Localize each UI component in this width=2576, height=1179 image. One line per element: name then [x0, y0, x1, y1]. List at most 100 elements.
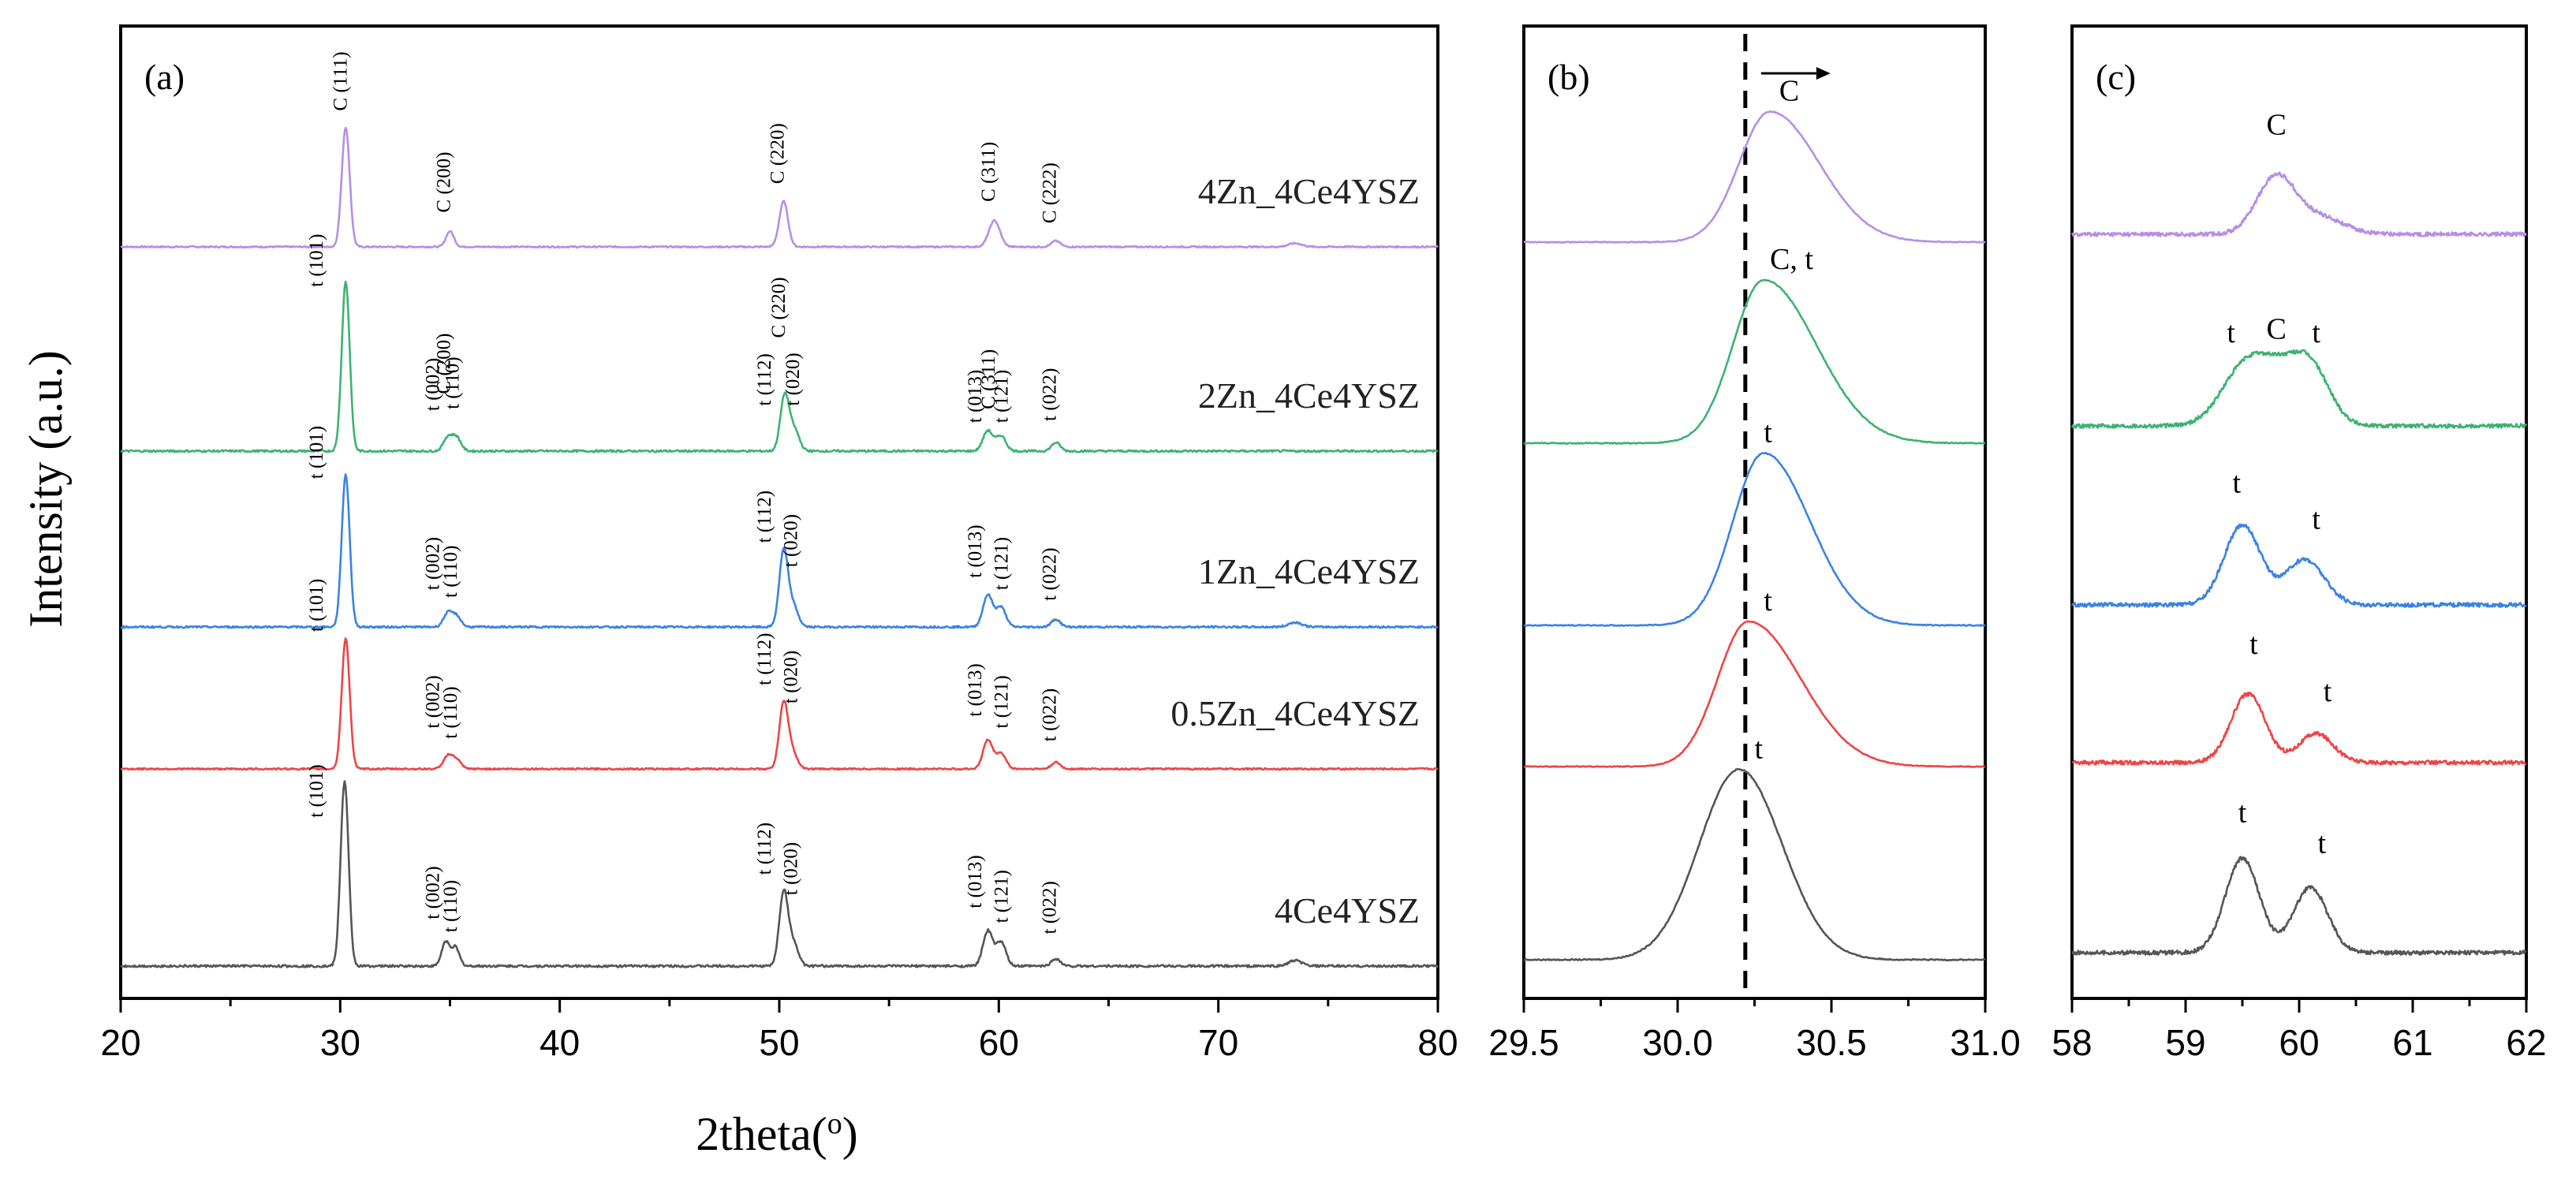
series-b-4zn-4ce4ysz — [1523, 110, 1986, 244]
peak-label-2zn-4ce4ysz-7: t (013) — [965, 370, 986, 423]
x-tick-label-b-30: 30.0 — [1642, 1022, 1713, 1063]
peak-label-2zn-4ce4ysz-5: C (220) — [768, 277, 790, 338]
series-c-4ce4ysz — [2070, 856, 2527, 956]
peak-label-c-2zn-4ce4ysz-1: C — [2267, 313, 2287, 346]
peak-label-2zn-4ce4ysz-10: t (022) — [1040, 368, 1061, 421]
x-tick-label-c-58: 58 — [2051, 1022, 2092, 1063]
x-tick-label-a-30: 30 — [320, 1022, 360, 1063]
peak-label-c-0-5zn-4ce4ysz-0: t — [2249, 628, 2258, 661]
x-tick-label-b-31: 31.0 — [1950, 1022, 2021, 1063]
peak-label-c-2zn-4ce4ysz-0: t — [2227, 316, 2235, 349]
sample-label-4zn-4ce4ysz: 4Zn_4Ce4YSZ — [1198, 171, 1420, 211]
peak-label-c-2zn-4ce4ysz-2: t — [2312, 316, 2320, 349]
peak-label-4zn-4ce4ysz-0: C (111) — [330, 51, 352, 110]
peak-label-b-4ce4ysz: t — [1755, 733, 1764, 766]
series-b-2zn-4ce4ysz — [1523, 278, 1986, 445]
x-tick-label-c-59: 59 — [2165, 1022, 2205, 1063]
panel-label-c: (c) — [2096, 57, 2136, 97]
series-a-4zn-4ce4ysz — [120, 126, 1439, 249]
peak-label-1zn-4ce4ysz-7: t (022) — [1040, 547, 1061, 600]
series-a-1zn-4ce4ysz — [120, 473, 1439, 629]
peak-label-4ce4ysz-2: t (110) — [440, 880, 461, 932]
series-a-0-5zn-4ce4ysz — [120, 637, 1439, 771]
peak-label-2zn-4ce4ysz-9: t (121) — [991, 370, 1013, 423]
peak-label-4ce4ysz-0: t (101) — [306, 764, 327, 817]
x-tick-label-a-40: 40 — [539, 1022, 580, 1063]
peak-label-c-4zn-4ce4ysz-0: C — [2267, 109, 2287, 142]
peak-label-c-4ce4ysz-1: t — [2318, 827, 2327, 860]
peak-label-4ce4ysz-7: t (022) — [1040, 881, 1061, 934]
peak-label-2zn-4ce4ysz-2: C (200) — [434, 334, 455, 394]
peak-label-2zn-4ce4ysz-6: t (020) — [782, 353, 804, 405]
series-a-2zn-4ce4ysz — [120, 280, 1439, 453]
peak-label-1zn-4ce4ysz-4: t (020) — [780, 514, 801, 567]
peak-label-c-4ce4ysz-0: t — [2238, 796, 2247, 829]
panel-b-frame — [1522, 24, 1987, 1000]
peak-label-1zn-4ce4ysz-6: t (121) — [991, 537, 1013, 590]
y-axis-title: Intensity (a.u.) — [20, 350, 72, 628]
series-b-1zn-4ce4ysz — [1523, 451, 1986, 627]
peak-label-1zn-4ce4ysz-0: t (101) — [306, 426, 327, 479]
sample-label-1zn-4ce4ysz: 1Zn_4Ce4YSZ — [1198, 551, 1420, 591]
panel-label-b: (b) — [1547, 57, 1590, 97]
peak-label-2zn-4ce4ysz-8: C (311) — [978, 349, 999, 409]
peak-label-4ce4ysz-4: t (020) — [780, 842, 801, 895]
x-tick-label-c-62: 62 — [2506, 1022, 2546, 1063]
panel-label-a: (a) — [144, 57, 185, 97]
peak-label-1zn-4ce4ysz-1: t (002) — [423, 537, 444, 590]
peak-label-2zn-4ce4ysz-0: t (101) — [306, 234, 327, 287]
peak-label-c-1zn-4ce4ysz-0: t — [2233, 466, 2242, 499]
x-tick-label-a-20: 20 — [100, 1022, 140, 1063]
panel-a: 20 30 40 50 60 70 80 (a) 4Zn_4Ce4YSZ C (111) C (20… — [100, 24, 1458, 1063]
peak-label-b-1zn-4ce4ysz: t — [1764, 416, 1772, 450]
peak-label-0-5zn-4ce4ysz-1: t (002) — [423, 675, 444, 728]
x-tick-label-b-29-5: 29.5 — [1488, 1022, 1559, 1063]
x-tick-label-c-61: 61 — [2392, 1022, 2432, 1063]
peak-label-c-1zn-4ce4ysz-1: t — [2312, 502, 2320, 535]
x-tick-label-a-70: 70 — [1198, 1022, 1238, 1063]
peak-label-0-5zn-4ce4ysz-2: t (110) — [440, 686, 461, 738]
x-tick-label-b-30-5: 30.5 — [1796, 1022, 1867, 1063]
peak-label-0-5zn-4ce4ysz-6: t (121) — [991, 675, 1013, 728]
panel-c-frame — [2070, 24, 2528, 1000]
peak-label-4zn-4ce4ysz-3: C (311) — [978, 142, 999, 202]
peak-label-b-0-5zn-4ce4ysz: t — [1764, 584, 1772, 617]
series-b-4ce4ysz — [1523, 767, 1986, 961]
peak-label-4ce4ysz-5: t (013) — [965, 855, 986, 908]
series-a-4ce4ysz — [120, 780, 1439, 968]
peak-label-2zn-4ce4ysz-1: t (002) — [423, 358, 444, 411]
peak-label-4zn-4ce4ysz-1: C (200) — [434, 152, 455, 213]
peak-label-b-2zn-4ce4ysz: C, t — [1770, 243, 1813, 276]
x-tick-label-c-60: 60 — [2279, 1022, 2319, 1063]
peak-label-1zn-4ce4ysz-5: t (013) — [965, 524, 986, 577]
x-axis-title-superscript: o — [827, 1107, 842, 1140]
y-axis-title-group: Intensity (a.u.) — [20, 350, 72, 628]
panel-b: 29.5 30.0 30.5 31.0 (b) C C, t t t t — [1488, 24, 2021, 1063]
sample-label-2zn-4ce4ysz: 2Zn_4Ce4YSZ — [1198, 375, 1420, 416]
series-c-2zn-4ce4ysz — [2070, 349, 2528, 429]
peak-label-1zn-4ce4ysz-3: t (112) — [754, 491, 775, 543]
peak-label-0-5zn-4ce4ysz-3: t (112) — [754, 633, 775, 685]
peak-label-4zn-4ce4ysz-2: C (220) — [767, 123, 789, 184]
peak-label-2zn-4ce4ysz-4: t (112) — [754, 353, 775, 405]
series-c-1zn-4ce4ysz — [2070, 523, 2527, 608]
peak-label-1zn-4ce4ysz-2: t (110) — [440, 546, 461, 598]
peak-label-2zn-4ce4ysz-3: t (110) — [442, 356, 464, 409]
peak-label-b-4zn-4ce4ysz: C — [1779, 74, 1799, 107]
sample-label-0-5zn-4ce4ysz: 0.5Zn_4Ce4YSZ — [1170, 693, 1420, 733]
peak-label-4zn-4ce4ysz-4: C (222) — [1040, 162, 1061, 223]
peak-label-4ce4ysz-1: t (002) — [423, 866, 444, 919]
peak-label-0-5zn-4ce4ysz-5: t (013) — [965, 663, 986, 716]
x-axis-title: 2theta(o) — [696, 1107, 858, 1160]
series-c-0-5zn-4ce4ysz — [2071, 692, 2527, 766]
peak-label-0-5zn-4ce4ysz-7: t (022) — [1040, 688, 1061, 741]
x-tick-label-a-50: 50 — [759, 1022, 799, 1063]
peak-label-0-5zn-4ce4ysz-4: t (020) — [780, 651, 801, 703]
x-tick-label-a-60: 60 — [979, 1022, 1019, 1063]
peak-label-4ce4ysz-3: t (112) — [754, 823, 775, 875]
peak-label-4ce4ysz-6: t (121) — [991, 870, 1013, 923]
shift-arrow-head — [1816, 67, 1831, 80]
peak-label-0-5zn-4ce4ysz-0: t (101) — [306, 579, 327, 632]
